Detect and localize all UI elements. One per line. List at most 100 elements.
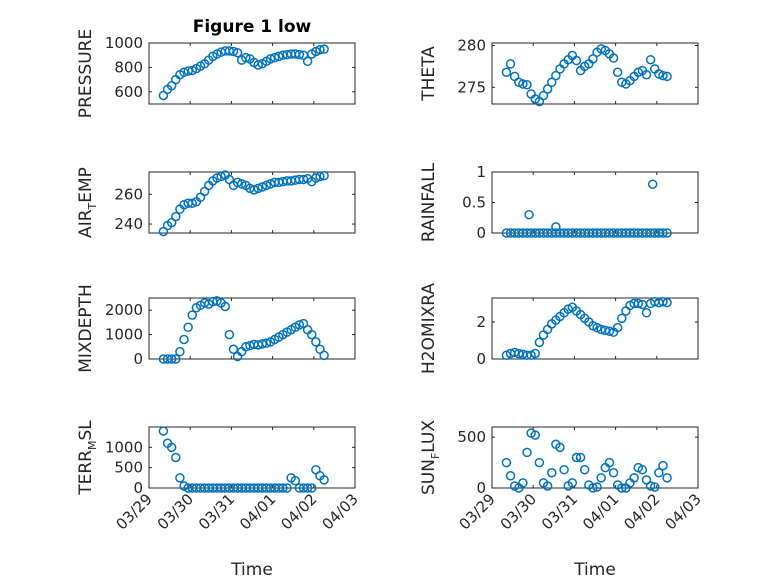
- data-point: [501, 457, 512, 468]
- y-axis-label-part: MIXDEPTH: [76, 284, 96, 373]
- axes-box: [491, 171, 699, 234]
- data-point: [546, 77, 557, 88]
- data-point: [505, 471, 516, 481]
- y-axis-label: PRESSURE: [76, 29, 96, 118]
- chart-title: Figure 1 low: [193, 17, 312, 37]
- data-point: [212, 173, 222, 183]
- data-point: [158, 426, 169, 436]
- data-point: [302, 483, 313, 493]
- data-point: [257, 182, 268, 192]
- data-point: [228, 344, 239, 354]
- y-tick-label: 260: [114, 185, 143, 203]
- y-tick-label: 600: [114, 83, 143, 101]
- y-axis-label: SUNFLUX: [419, 420, 442, 495]
- y-axis-label-part: T: [86, 202, 99, 210]
- data-point: [261, 338, 272, 348]
- data-point: [641, 308, 652, 318]
- data-point: [315, 44, 325, 55]
- y-axis-label-part: SL: [76, 420, 96, 441]
- data-point: [241, 52, 251, 63]
- y-tick-label: 1000: [105, 438, 143, 456]
- data-point: [641, 70, 652, 80]
- data-point: [518, 478, 528, 488]
- data-point: [612, 322, 623, 333]
- data-point: [179, 334, 189, 345]
- data-point: [265, 54, 276, 64]
- data-point: [294, 320, 305, 330]
- data-point: [588, 54, 598, 64]
- data-point: [538, 90, 549, 101]
- data-point: [315, 171, 325, 182]
- data-point: [592, 482, 602, 492]
- data-point: [662, 71, 672, 82]
- y-axis-label-part: EMP: [76, 167, 96, 203]
- data-point: [311, 173, 321, 183]
- data-point: [596, 473, 606, 483]
- data-point: [306, 483, 317, 493]
- y-tick-label: 280: [457, 37, 486, 55]
- y-tick-label: 800: [114, 58, 143, 76]
- data-point: [571, 452, 582, 463]
- data-point: [171, 354, 181, 364]
- data-point: [658, 460, 668, 471]
- y-axis-label-part: THETA: [419, 46, 439, 102]
- data-point: [175, 473, 185, 483]
- data-point: [608, 468, 619, 478]
- y-axis-label: THETA: [419, 46, 439, 102]
- data-point: [551, 70, 561, 81]
- data-point: [187, 310, 198, 320]
- data-point: [649, 482, 660, 492]
- data-point: [171, 211, 181, 222]
- subplot-2: 275 280 THETA: [419, 37, 699, 107]
- y-tick-label: 0: [476, 479, 486, 497]
- y-axis-label: MIXDEPTH: [76, 284, 96, 373]
- y-tick-label: 275: [457, 78, 486, 96]
- data-point: [183, 322, 193, 333]
- data-point: [261, 180, 272, 191]
- data-point: [522, 80, 532, 90]
- y-axis-label: AIRTEMP: [76, 167, 99, 238]
- y-axis-label-part: SUN: [419, 459, 439, 495]
- data-point: [175, 346, 185, 357]
- data-point: [282, 483, 292, 493]
- data-point: [579, 464, 590, 475]
- data-point: [311, 337, 321, 347]
- subplot-5: 0 1000 2000 MIXDEPTH: [76, 284, 356, 373]
- data-point: [319, 170, 329, 181]
- subplot-6: 0 2 H2OMIXRA: [419, 283, 699, 374]
- data-point: [534, 337, 545, 348]
- data-point: [298, 174, 309, 185]
- data-point: [253, 183, 263, 194]
- y-axis-label-part: PRESSURE: [76, 29, 96, 118]
- data-point: [588, 483, 598, 493]
- data-point: [241, 342, 251, 352]
- data-point: [187, 198, 198, 208]
- x-axis-label: Time: [573, 560, 616, 580]
- data-point: [216, 171, 226, 182]
- data-point: [501, 67, 512, 77]
- data-point: [546, 468, 557, 478]
- data-point: [575, 452, 586, 463]
- data-point: [559, 464, 569, 475]
- data-point: [551, 222, 561, 232]
- data-point: [637, 464, 648, 475]
- y-tick-label: 500: [457, 428, 486, 446]
- data-point: [530, 430, 541, 440]
- data-point: [608, 53, 619, 63]
- data-point: [294, 49, 305, 60]
- data-point: [645, 481, 656, 491]
- y-tick-label: 0: [476, 350, 486, 368]
- data-point: [232, 48, 243, 58]
- data-point: [166, 354, 177, 364]
- data-point: [236, 179, 247, 189]
- subplot-4: 0 0.5 1 RAINFALL: [419, 162, 699, 242]
- y-axis-label: RAINFALL: [419, 162, 439, 242]
- data-point: [542, 84, 553, 94]
- data-point: [220, 301, 230, 312]
- y-tick-label: 1000: [105, 34, 143, 52]
- data-point: [658, 296, 668, 307]
- y-axis-label-part: LUX: [419, 420, 439, 453]
- data-point: [612, 67, 623, 77]
- data-point: [658, 70, 668, 81]
- subplot-1: 600 800 1000 PRESSURE Figure 1 low: [76, 17, 356, 118]
